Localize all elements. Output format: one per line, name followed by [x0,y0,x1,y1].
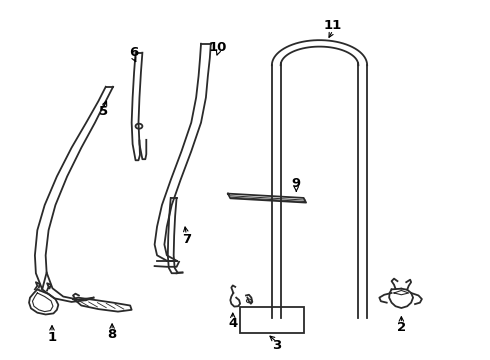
Text: 10: 10 [209,41,227,54]
Text: 3: 3 [272,339,281,352]
Bar [240,307,304,333]
Text: 7: 7 [182,233,191,246]
Text: 9: 9 [292,177,301,190]
Text: 1: 1 [48,330,56,343]
Text: 8: 8 [107,328,117,341]
Text: 6: 6 [129,46,138,59]
Text: 11: 11 [324,19,342,32]
Text: 2: 2 [397,320,406,333]
Text: 4: 4 [228,317,238,330]
Text: 5: 5 [99,105,108,118]
